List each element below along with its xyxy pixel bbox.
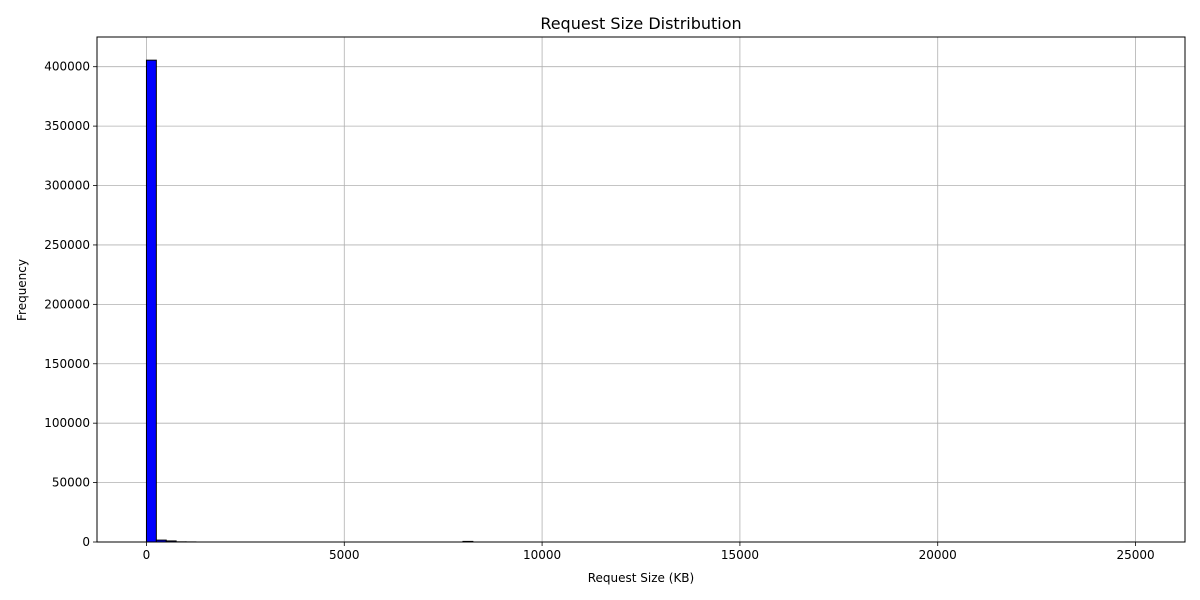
- chart-title: Request Size Distribution: [540, 14, 741, 33]
- x-tick-label: 0: [143, 548, 151, 562]
- x-axis-ticks: 0 5000 10000 15000 20000 25000: [143, 542, 1155, 562]
- y-tick-label: 50000: [52, 476, 90, 490]
- x-tick-label: 25000: [1116, 548, 1154, 562]
- y-tick-label: 250000: [44, 238, 90, 252]
- y-tick-label: 300000: [44, 179, 90, 193]
- x-tick-label: 5000: [329, 548, 360, 562]
- y-axis-ticks: 0 50000 100000 150000 200000 250000 300000 3500…: [44, 60, 97, 549]
- x-tick-label: 20000: [919, 548, 957, 562]
- plot-background: [97, 37, 1185, 542]
- y-tick-label: 0: [82, 535, 90, 549]
- y-tick-label: 400000: [44, 60, 90, 74]
- y-tick-label: 100000: [44, 416, 90, 430]
- histogram-bar: [145, 59, 157, 543]
- grid-lines: [97, 37, 1185, 543]
- y-tick-label: 350000: [44, 119, 90, 133]
- x-tick-label: 15000: [721, 548, 759, 562]
- y-tick-label: 150000: [44, 357, 90, 371]
- y-tick-label: 200000: [44, 297, 90, 311]
- x-tick-label: 10000: [523, 548, 561, 562]
- y-axis-title: Frequency: [15, 259, 29, 321]
- x-axis-title: Request Size (KB): [588, 571, 694, 585]
- plot-frame: [96, 36, 1186, 543]
